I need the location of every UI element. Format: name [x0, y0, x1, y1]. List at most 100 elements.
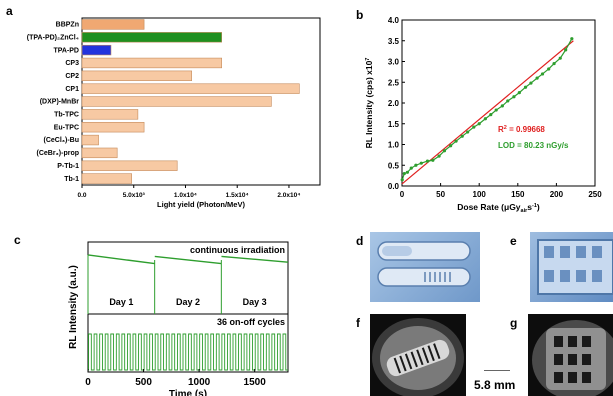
x-tick-label-3: 1.5x10⁴: [226, 192, 249, 199]
category-label-11: P-Tb-1: [57, 163, 79, 170]
data-point-6: [425, 159, 430, 163]
category-label-9: (CeCl₃)-Bu: [43, 137, 79, 144]
data-point-7: [431, 158, 435, 162]
panel-label-a: a: [6, 4, 13, 18]
bar-4: [81, 70, 192, 81]
data-point-0: [400, 178, 404, 182]
x-tick-label-2: 100: [473, 190, 487, 199]
bar-9: [81, 134, 99, 146]
y-tick-label-2: 1.0: [388, 141, 400, 150]
x-tick-label-1: 500: [135, 377, 152, 388]
category-label-1: (TPA-PD)₂ZnCl₄: [27, 34, 79, 41]
data-point-23: [523, 85, 528, 89]
category-label-4: CP2: [65, 73, 79, 80]
data-point-10: [449, 144, 453, 148]
data-point-25: [535, 76, 539, 80]
x-axis-label: Time (s): [169, 389, 207, 396]
data-point-3: [409, 166, 413, 170]
bar-8: [81, 122, 145, 133]
bar-11: [81, 160, 178, 171]
data-point-11: [454, 139, 458, 143]
scale-bar-label: 5.8 mm: [474, 378, 516, 392]
data-point-13: [466, 130, 470, 134]
category-label-2: TPA-PD: [53, 47, 79, 54]
bar-3: [81, 57, 222, 69]
bar-7: [81, 109, 139, 120]
y-axis-label: RL Intensity (cps) x107: [364, 58, 374, 149]
panel-label-c: c: [14, 233, 21, 247]
data-point-2: [405, 170, 410, 174]
category-label-10: (CeBr₃)-prop: [36, 150, 79, 157]
bar-10: [81, 147, 118, 159]
x-tick-label-0: 0: [400, 190, 405, 199]
category-label-5: CP1: [65, 86, 79, 93]
data-point-9: [442, 149, 447, 153]
top-subplot-title: continuous irradiation: [190, 245, 285, 255]
photo-d-capsules: [370, 232, 480, 302]
data-point-1: [402, 171, 406, 176]
x-tick-label-5: 250: [588, 190, 602, 199]
y-tick-label-6: 3.0: [388, 58, 400, 67]
photo-f-xray: [370, 314, 466, 396]
category-label-3: CP3: [65, 60, 79, 67]
photo-e-structure: [530, 232, 613, 302]
x-tick-label-0: 0: [85, 377, 91, 388]
x-tick-label-3: 150: [511, 190, 525, 199]
y-tick-label-3: 1.5: [388, 120, 400, 129]
photo-g-xray: [528, 314, 613, 396]
y-tick-label-1: 0.5: [388, 161, 400, 170]
x-tick-label-3: 1500: [244, 377, 267, 388]
data-point-30: [564, 48, 568, 52]
category-label-7: Tb-TPC: [54, 112, 79, 119]
bar-6: [81, 96, 272, 107]
data-point-15: [477, 122, 481, 126]
data-point-18: [494, 108, 498, 112]
bottom-subplot-title: 36 on-off cycles: [217, 317, 285, 327]
category-label-8: Eu-TPC: [54, 124, 79, 131]
rl-intensity-dose-chart: 0 50 100 150 200 250 0.0 0.5 1.0 1.5 2.0 2.5 3.0 3.5 4…: [364, 16, 602, 214]
data-point-22: [517, 91, 521, 95]
x-tick-label-2: 1000: [188, 377, 211, 388]
data-point-4: [414, 163, 418, 167]
category-label-0: BBPZn: [56, 22, 79, 29]
day-label-2: Day 3: [243, 297, 267, 307]
bar-5: [81, 83, 300, 94]
bar-1: [81, 32, 222, 43]
x-tick-label-0: 0.0: [77, 192, 86, 199]
category-label-12: Tb-1: [64, 176, 79, 183]
x-tick-label-2: 1.0x10⁴: [174, 192, 197, 199]
lod-annotation: LOD = 80.23 nGy/s: [498, 141, 569, 150]
data-point-26: [540, 72, 545, 76]
y-tick-label-0: 0.0: [388, 182, 400, 191]
panel-label-g: g: [510, 316, 518, 330]
day-label-0: Day 1: [109, 297, 133, 307]
data-point-28: [552, 61, 556, 66]
day-label-1: Day 2: [176, 297, 200, 307]
data-point-16: [483, 117, 487, 121]
light-yield-bar-chart: BBPZn (TPA-PD)₂ZnCl₄ TPA-PD CP3 CP2 CP1 (DXP)-…: [27, 17, 321, 209]
rl-stability-chart: continuous irradiation 36 on-off cycles Da…: [68, 241, 289, 396]
data-point-19: [500, 104, 504, 108]
data-point-5: [419, 161, 423, 165]
data-point-31: [570, 37, 574, 41]
continuous-trace: [87, 254, 289, 265]
r2-annotation: R2 = 0.99668: [498, 125, 545, 134]
data-point-8: [437, 154, 441, 158]
data-point-27: [547, 67, 551, 71]
y-tick-label-4: 2.0: [388, 99, 400, 108]
panel-label-e: e: [510, 234, 517, 248]
data-point-24: [529, 81, 533, 85]
bar-12: [81, 173, 132, 184]
y-tick-label-8: 4.0: [388, 16, 400, 25]
on-off-trace: [88, 333, 288, 371]
y-tick-label-5: 2.5: [388, 78, 400, 87]
bar-0: [81, 19, 145, 30]
y-axis-label: RL Intensity (a.u.): [68, 265, 79, 349]
panel-label-f: f: [356, 316, 360, 330]
x-axis-label: Light yield (Photon/MeV): [157, 200, 245, 209]
x-tick-label-4: 2.0x10⁴: [277, 192, 300, 199]
panel-label-b: b: [356, 8, 364, 22]
data-line: [401, 38, 573, 180]
data-point-20: [506, 99, 510, 103]
x-tick-label-1: 50: [436, 190, 445, 199]
